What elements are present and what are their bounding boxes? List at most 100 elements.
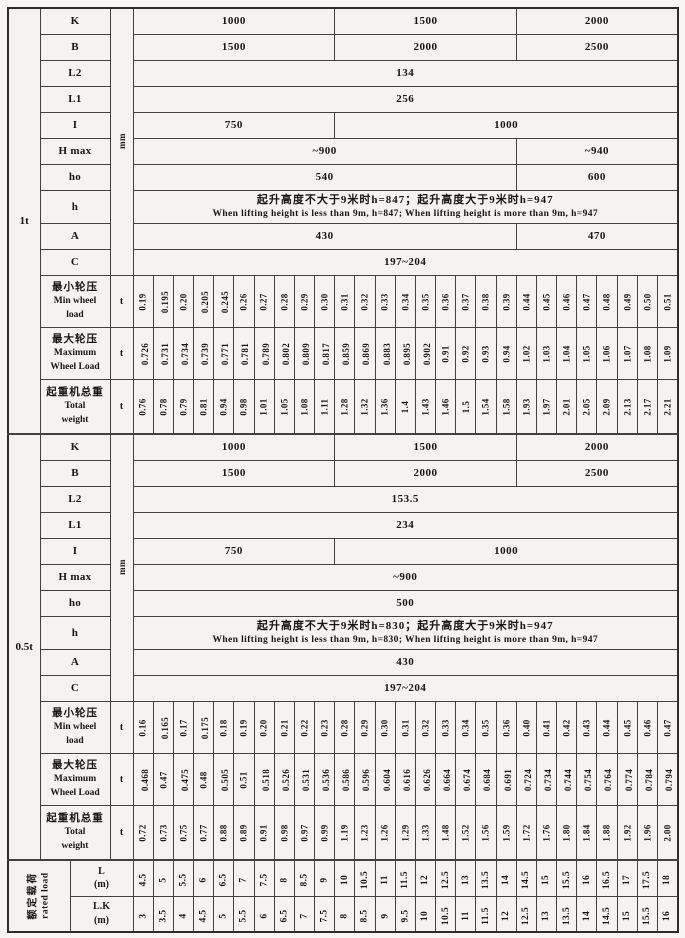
wheel-value-cell: 1.46 [435, 378, 457, 435]
vertical-value: 1.23 [359, 824, 370, 842]
vertical-value: 0.895 [401, 342, 412, 366]
vertical-value: 1.06 [602, 345, 613, 363]
wheel-value-cell: 0.19 [132, 274, 154, 328]
param-label: ho [39, 589, 111, 617]
wheel-value-cell: 0.245 [213, 274, 235, 328]
vertical-value: 0.19 [238, 719, 249, 737]
wheel-value-cell: 1.07 [616, 326, 638, 380]
dim-value-cell: 470 [515, 222, 679, 250]
span-value-cell: 15.5 [556, 859, 578, 897]
span-value-cell: 6.5 [273, 895, 295, 933]
vertical-value: 11.5 [481, 906, 492, 925]
wheel-label-en: Maximum [53, 773, 97, 784]
wheel-value-cell: 0.36 [495, 700, 517, 754]
span-value-cell: 11 [374, 859, 396, 897]
wheel-value-cell: 0.771 [213, 326, 235, 380]
vertical-value: 13 [541, 910, 552, 921]
vertical-value: 1.88 [602, 824, 613, 842]
param-label: I [39, 111, 111, 139]
vertical-value: 0.22 [299, 719, 310, 737]
vertical-value: 12 [420, 875, 431, 886]
span-value-cell: 11.5 [394, 859, 416, 897]
wheel-label-cn: 最大轮压 [52, 759, 98, 771]
vertical-value: 17.5 [642, 871, 653, 890]
vertical-value: 0.36 [501, 719, 512, 737]
param-label: I [39, 537, 111, 565]
wheel-value-cell: 0.26 [233, 274, 255, 328]
param-label: B [39, 33, 111, 61]
table-row: 起重机总重 Total weight t 0.72 0.73 0.75 0.77 0.88 0.8… [8, 804, 679, 861]
wheel-value-cell: 0.883 [374, 326, 396, 380]
vertical-value: 16.5 [602, 871, 613, 890]
table-row: L1 234 [8, 511, 679, 539]
wheel-value-cell: 0.505 [213, 752, 235, 806]
table-row: L2 134 [8, 59, 679, 87]
vertical-value: 0.51 [662, 293, 673, 311]
dim-value-cell: 1000 [334, 111, 679, 139]
dim-value-cell: 1000 [132, 433, 336, 461]
vertical-value: 0.40 [521, 719, 532, 737]
vertical-value: 0.784 [643, 768, 654, 792]
wheel-value-cell: 0.21 [273, 700, 295, 754]
table-row: C 197~204 [8, 674, 679, 702]
span-value-cell: 4 [172, 895, 195, 933]
wheel-value-cell: 0.51 [656, 274, 679, 328]
span-value-cell: 8 [334, 895, 356, 933]
dim-value-cell: 1000 [132, 7, 336, 35]
vertical-value: 0.29 [299, 293, 310, 311]
vertical-value: 1.26 [380, 824, 391, 842]
wheel-label-cn: 最大轮压 [52, 333, 98, 345]
vertical-value: 1.01 [259, 398, 270, 416]
vertical-value: 1.96 [642, 824, 653, 842]
wheel-value-cell: 0.809 [293, 326, 316, 380]
wheel-value-cell: 0.43 [576, 700, 598, 754]
dim-value-cell: 600 [515, 163, 679, 191]
dim-value-cell: 750 [132, 537, 336, 565]
table-row: B 1500 2000 2500 [8, 33, 679, 61]
param-label: L2 [39, 485, 111, 513]
vertical-value: 0.46 [561, 293, 572, 311]
span-value-cell: 7.5 [314, 895, 336, 933]
vertical-value: 0.37 [460, 293, 471, 311]
vertical-value: 0.93 [481, 345, 492, 363]
wheel-value-cell: 0.34 [394, 274, 416, 328]
vertical-value: 14.5 [521, 871, 532, 890]
vertical-value: 1.11 [319, 398, 330, 416]
param-label: L2 [39, 59, 111, 87]
span-value-cell: 3.5 [152, 895, 174, 933]
span-value-cell: 9 [314, 859, 336, 897]
dim-value-cell: 1500 [132, 459, 336, 487]
wheel-value-cell: 0.674 [455, 752, 477, 806]
vertical-value: 1.32 [359, 398, 370, 416]
wheel-value-cell: 0.19 [233, 700, 255, 754]
span-value-cell: 17 [616, 859, 638, 897]
wheel-value-cell: 0.33 [435, 700, 457, 754]
wheel-value-cell: 1.19 [334, 804, 356, 861]
span-label-unit: (m) [94, 914, 109, 926]
vertical-value: 0.664 [442, 768, 453, 792]
vertical-value: 0.616 [401, 768, 412, 792]
wheel-value-cell: 0.895 [394, 326, 416, 380]
dim-value-cell: 1500 [132, 33, 336, 61]
vertical-value: 8.5 [299, 873, 310, 887]
wheel-value-cell: 0.664 [435, 752, 457, 806]
vertical-value: 2.17 [642, 398, 653, 416]
span-value-cell: 7.5 [253, 859, 275, 897]
wheel-value-cell: 1.88 [596, 804, 618, 861]
vertical-value: 10 [420, 910, 431, 921]
vertical-value: 0.205 [200, 290, 211, 314]
wheel-value-cell: 2.17 [636, 378, 658, 435]
span-row-label: L.K (m) [69, 895, 134, 933]
dim-value-cell: 2000 [334, 459, 517, 487]
span-value-cell: 13.5 [556, 895, 578, 933]
vertical-value: 0.817 [321, 342, 332, 366]
wheel-row-label: 起重机总重 Total weight [39, 378, 111, 435]
vertical-value: 0.39 [501, 293, 512, 311]
dim-value-cell: 2000 [515, 433, 679, 461]
vertical-value: 16 [581, 875, 592, 886]
vertical-value: 5 [218, 913, 229, 919]
vertical-value: 0.26 [238, 293, 249, 311]
vertical-value: 9 [319, 877, 330, 883]
wheel-value-cell: 0.44 [515, 274, 537, 328]
